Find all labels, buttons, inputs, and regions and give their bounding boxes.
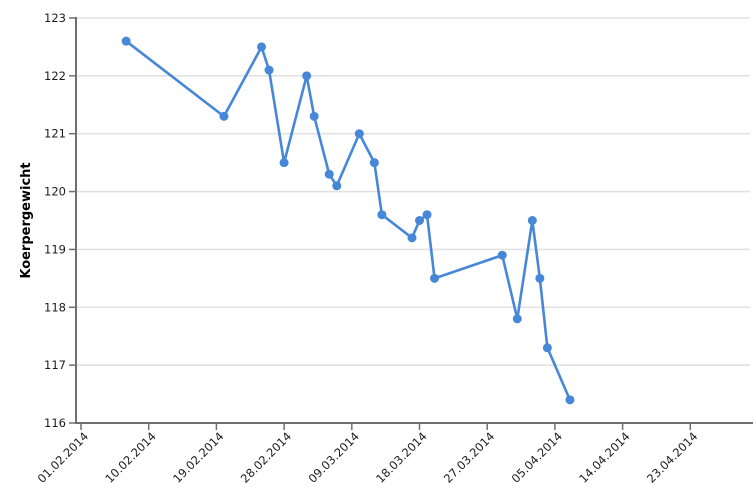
weight-data-point: [422, 210, 432, 220]
weight-data-point: [257, 42, 267, 52]
weight-data-point: [121, 36, 131, 46]
x-tick-label: 27.03.2014: [441, 429, 497, 485]
weight-data-point: [430, 273, 440, 283]
y-tick-label: 120: [44, 185, 66, 199]
weight-data-point: [415, 216, 424, 225]
weight-data-point: [264, 65, 274, 75]
y-tick-label: 122: [44, 69, 66, 83]
y-tick-label: 119: [44, 242, 66, 256]
weight-data-point: [535, 273, 545, 283]
x-tick-label: 09.03.2014: [305, 429, 361, 485]
weight-data-point: [279, 158, 289, 168]
weight-data-point: [512, 314, 522, 324]
weight-data-point: [302, 71, 312, 81]
weight-data-point: [527, 216, 537, 225]
y-tick-label: 121: [44, 127, 66, 141]
weight-data-point: [354, 129, 364, 139]
weight-data-point: [309, 111, 319, 121]
weight-data-point: [407, 233, 417, 243]
weight-series-line: [124, 39, 572, 402]
y-tick-label: 123: [44, 11, 66, 25]
weight-data-point: [324, 169, 334, 179]
weight-data-point: [497, 250, 507, 260]
x-tick-label: 19.02.2014: [170, 429, 226, 485]
x-tick-label: 18.03.2014: [373, 429, 429, 485]
x-tick-label: 01.02.2014: [35, 429, 91, 485]
weight-data-point: [377, 210, 387, 220]
weight-data-point: [369, 158, 379, 168]
x-tick-label: 23.04.2014: [644, 429, 700, 485]
y-tick-label: 116: [44, 416, 66, 430]
x-tick-label: 28.02.2014: [238, 429, 294, 485]
y-tick-label: 117: [44, 358, 66, 372]
weight-data-point: [565, 395, 575, 405]
y-axis-title: Koerpergewicht: [19, 162, 34, 278]
x-tick-label: 05.04.2014: [509, 429, 565, 485]
weight-data-point: [219, 111, 229, 121]
x-tick-label: 14.04.2014: [576, 429, 632, 485]
weight-data-point: [542, 343, 552, 353]
weight-data-point: [332, 181, 342, 191]
y-tick-label: 118: [44, 300, 66, 314]
x-tick-label: 10.02.2014: [102, 429, 158, 485]
